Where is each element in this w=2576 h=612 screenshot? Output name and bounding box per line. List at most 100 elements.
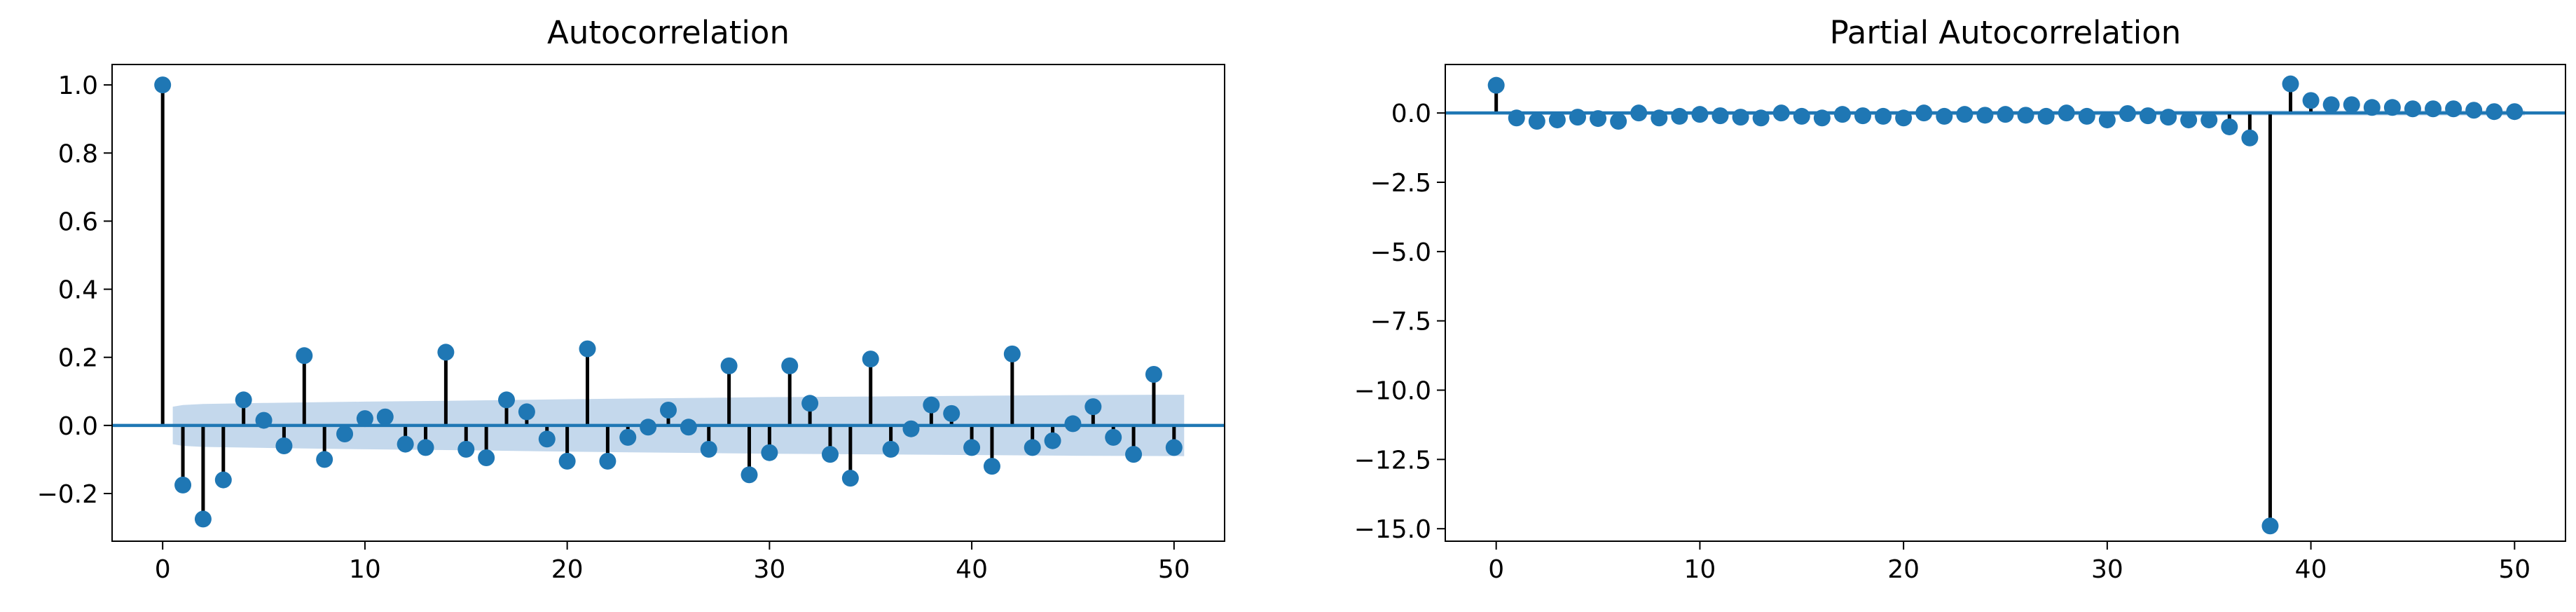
acf-ytick-label: 0.4 [58,276,98,305]
pacf-marker-lag-36 [2221,118,2238,135]
pacf-ytick-label: −2.5 [1370,169,1431,198]
pacf-xtick-label: 10 [1684,555,1716,584]
acf-axes-frame [111,64,1225,542]
pacf-marker-lag-37 [2241,129,2259,147]
acf-marker-lag-6 [275,437,293,454]
acf-marker-lag-40 [963,439,981,456]
pacf-marker-lag-20 [1895,109,1913,127]
acf-marker-lag-9 [336,426,354,442]
acf-marker-lag-38 [923,396,940,414]
acf-marker-lag-35 [862,351,879,368]
acf-xtick-label: 10 [349,555,381,584]
pacf-marker-lag-8 [1651,109,1668,127]
pacf-marker-lag-15 [1793,107,1810,125]
acf-marker-lag-1 [174,476,192,494]
pacf-ytick-label: −7.5 [1370,308,1431,336]
pacf-marker-lag-49 [2486,103,2503,121]
pacf-xtick-label: 30 [2091,555,2123,584]
pacf-marker-lag-44 [2383,99,2401,116]
acf-marker-lag-18 [518,403,535,421]
acf-ytick-label: −0.2 [37,480,98,509]
acf-ytick-label: 0.2 [58,344,98,373]
acf-marker-lag-49 [1145,366,1162,383]
acf-marker-lag-20 [558,452,576,470]
pacf-marker-lag-1 [1508,109,1525,127]
pacf-marker-lag-27 [2037,107,2055,125]
pacf-xtick-label: 50 [2498,555,2530,584]
pacf-marker-lag-13 [1752,109,1770,127]
pacf-axes-frame [1445,64,2566,542]
pacf-marker-lag-29 [2078,107,2095,125]
pacf-marker-lag-34 [2180,111,2198,129]
pacf-marker-lag-6 [1610,113,1627,130]
pacf-marker-lag-22 [1936,107,1953,125]
pacf-plot-area [1445,75,2565,535]
acf-marker-lag-0 [154,76,172,94]
pacf-marker-lag-7 [1630,104,1648,122]
acf-marker-lag-24 [640,419,657,436]
acf-marker-lag-11 [376,408,394,426]
pacf-marker-lag-11 [1711,107,1729,125]
acf-ytick-label: 1.0 [58,72,98,100]
pacf-marker-lag-48 [2465,102,2483,119]
acf-marker-lag-7 [296,347,313,365]
acf-marker-lag-47 [1105,428,1122,446]
acf-marker-lag-17 [498,391,516,409]
acf-marker-lag-36 [882,440,900,458]
acf-xtick-label: 50 [1158,555,1190,584]
pacf-xtick-label: 40 [2295,555,2327,584]
acf-plot-area [112,76,1225,528]
acf-marker-lag-31 [781,357,799,374]
acf-xtick-label: 0 [155,555,171,584]
pacf-marker-lag-2 [1528,113,1545,130]
pacf-marker-lag-5 [1590,110,1607,128]
pacf-marker-lag-40 [2302,92,2320,109]
pacf-marker-lag-12 [1732,109,1749,126]
acf-marker-lag-32 [801,395,819,412]
acf-marker-lag-45 [1064,415,1082,433]
pacf-marker-lag-4 [1569,109,1586,126]
pacf-marker-lag-9 [1671,107,1688,125]
pacf-marker-lag-28 [2058,104,2075,122]
acf-marker-lag-13 [417,439,434,456]
pacf-marker-lag-17 [1833,106,1851,123]
acf-marker-lag-10 [356,410,373,428]
acf-marker-lag-48 [1125,446,1143,463]
acf-marker-lag-21 [579,340,596,358]
pacf-marker-lag-30 [2098,111,2116,129]
acf-marker-lag-25 [660,402,677,419]
acf-marker-lag-5 [255,412,273,429]
pacf-marker-lag-19 [1875,107,1892,125]
pacf-marker-lag-35 [2200,111,2218,129]
acf-marker-lag-12 [397,435,414,453]
acf-marker-lag-41 [983,458,1000,475]
acf-title: Autocorrelation [547,14,790,51]
pacf-xtick-label: 20 [1887,555,1920,584]
pacf-marker-lag-46 [2425,100,2442,118]
pacf-marker-lag-38 [2261,517,2279,535]
pacf-marker-lag-18 [1854,107,1871,125]
pacf-marker-lag-21 [1915,104,1933,122]
pacf-marker-lag-47 [2445,100,2463,118]
acf-marker-lag-33 [821,446,839,463]
pacf-marker-lag-41 [2322,96,2340,114]
pacf-marker-lag-42 [2343,96,2360,114]
acf-ytick-label: 0.0 [58,412,98,441]
acf-marker-lag-29 [741,466,758,484]
acf-marker-lag-46 [1084,398,1102,416]
acf-ytick-label: 0.6 [58,208,98,236]
pacf-ytick-label: −10.0 [1354,377,1431,406]
pacf-marker-lag-32 [2140,107,2157,125]
pacf-marker-lag-33 [2160,109,2177,126]
acf-marker-lag-50 [1165,439,1183,456]
acf-panel: 0 10 20 30 40 50 −0.2 0.0 0.2 0.4 0.6 0.8 1.0 Autocor… [37,14,1225,584]
pacf-marker-lag-16 [1813,109,1831,127]
acf-marker-lag-14 [437,344,455,361]
pacf-marker-lag-26 [2017,107,2034,124]
pacf-title: Partial Autocorrelation [1830,14,2182,51]
acf-ytick-label: 0.8 [58,140,98,168]
pacf-marker-lag-31 [2119,104,2136,122]
pacf-marker-lag-39 [2282,75,2299,93]
acf-marker-lag-43 [1024,439,1041,456]
